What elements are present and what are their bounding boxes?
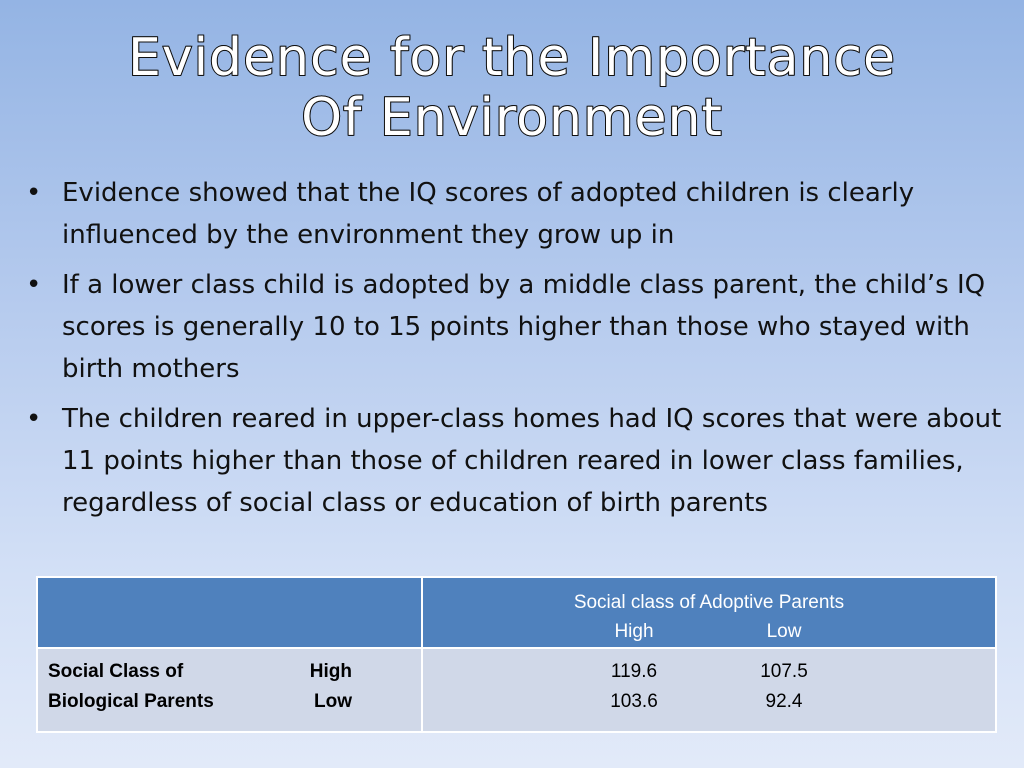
value-low-high: 103.6 (610, 691, 658, 712)
iq-table: Social class of Adoptive Parents High Lo… (36, 576, 997, 733)
header-empty-cell (36, 576, 423, 649)
label-text-2: Biological Parents (48, 691, 214, 712)
label-line-2: Biological Parents Low (48, 687, 421, 717)
table-row: Social Class of High Biological Parents … (36, 647, 997, 733)
biological-label-cell: Social Class of High Biological Parents … (36, 647, 423, 733)
values-cell: 119.6 107.5 103.6 92.4 (421, 647, 997, 733)
values-row-low: 103.6 92.4 (424, 687, 994, 717)
row-label-low: Low (314, 691, 352, 712)
value-low-low: 92.4 (765, 691, 803, 712)
value-high-high: 119.6 (610, 661, 658, 682)
table-header-row: Social class of Adoptive Parents High Lo… (36, 576, 997, 649)
row-label-high: High (309, 661, 352, 682)
label-text-1: Social Class of (48, 661, 184, 682)
header-col-low: Low (766, 621, 802, 642)
header-adoptive-cell: Social class of Adoptive Parents High Lo… (421, 576, 997, 649)
label-line-1: Social Class of High (48, 657, 421, 687)
values-row-high: 119.6 107.5 (424, 657, 994, 687)
bullet-item: If a lower class child is adopted by a m… (24, 264, 1004, 390)
value-high-low: 107.5 (760, 661, 808, 682)
bullet-list: Evidence showed that the IQ scores of ad… (24, 172, 1004, 532)
slide-title: Evidence for the Importance Of Environme… (0, 27, 1024, 149)
slide-title-line-1: Evidence for the Importance (127, 27, 897, 89)
bullet-item: The children reared in upper-class homes… (24, 398, 1004, 524)
header-caption: Social class of Adoptive Parents (573, 592, 845, 613)
header-columns: High Low (424, 617, 994, 646)
bullet-item: Evidence showed that the IQ scores of ad… (24, 172, 1004, 256)
header-col-high: High (614, 621, 654, 642)
slide-title-line-2: Of Environment (300, 87, 723, 149)
